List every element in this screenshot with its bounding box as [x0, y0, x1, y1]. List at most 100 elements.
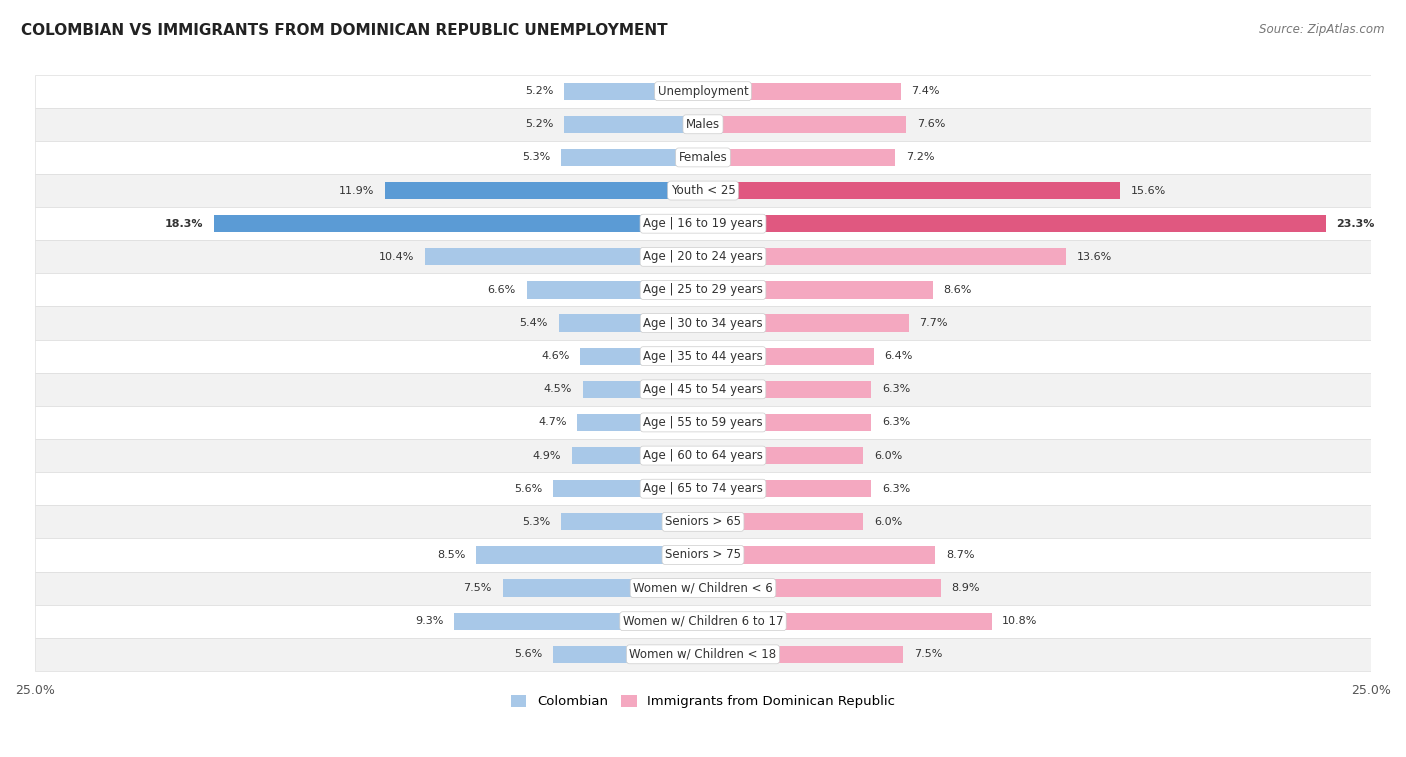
- Text: 18.3%: 18.3%: [165, 219, 204, 229]
- Bar: [703, 149, 896, 166]
- Text: 6.3%: 6.3%: [882, 417, 910, 428]
- Text: Women w/ Children < 6: Women w/ Children < 6: [633, 581, 773, 594]
- Bar: [703, 646, 904, 663]
- Text: 7.2%: 7.2%: [905, 152, 935, 163]
- Bar: [527, 282, 703, 298]
- Bar: [561, 513, 703, 531]
- Text: 5.2%: 5.2%: [524, 86, 554, 96]
- Text: 4.7%: 4.7%: [538, 417, 567, 428]
- Bar: [703, 612, 991, 630]
- Text: Women w/ Children 6 to 17: Women w/ Children 6 to 17: [623, 615, 783, 628]
- Bar: [35, 307, 1371, 340]
- Text: 7.5%: 7.5%: [464, 583, 492, 593]
- Bar: [554, 646, 703, 663]
- Bar: [703, 447, 863, 464]
- Text: 5.6%: 5.6%: [515, 650, 543, 659]
- Text: 11.9%: 11.9%: [339, 185, 374, 195]
- Text: 5.4%: 5.4%: [520, 318, 548, 328]
- Text: 7.6%: 7.6%: [917, 120, 945, 129]
- Bar: [35, 472, 1371, 505]
- Text: 5.3%: 5.3%: [523, 152, 551, 163]
- Bar: [214, 215, 703, 232]
- Bar: [35, 340, 1371, 372]
- Text: Age | 65 to 74 years: Age | 65 to 74 years: [643, 482, 763, 495]
- Text: Age | 45 to 54 years: Age | 45 to 54 years: [643, 383, 763, 396]
- Text: 8.5%: 8.5%: [437, 550, 465, 560]
- Bar: [703, 248, 1066, 266]
- Bar: [582, 381, 703, 398]
- Bar: [703, 414, 872, 431]
- Bar: [35, 406, 1371, 439]
- Bar: [703, 579, 941, 597]
- Text: 8.7%: 8.7%: [946, 550, 974, 560]
- Text: Age | 60 to 64 years: Age | 60 to 64 years: [643, 449, 763, 462]
- Bar: [554, 480, 703, 497]
- Bar: [385, 182, 703, 199]
- Bar: [35, 273, 1371, 307]
- Bar: [35, 505, 1371, 538]
- Bar: [561, 149, 703, 166]
- Legend: Colombian, Immigrants from Dominican Republic: Colombian, Immigrants from Dominican Rep…: [505, 690, 901, 714]
- Text: Age | 16 to 19 years: Age | 16 to 19 years: [643, 217, 763, 230]
- Text: Seniors > 65: Seniors > 65: [665, 516, 741, 528]
- Text: 4.6%: 4.6%: [541, 351, 569, 361]
- Bar: [703, 314, 908, 332]
- Bar: [703, 513, 863, 531]
- Text: 6.3%: 6.3%: [882, 385, 910, 394]
- Text: 5.2%: 5.2%: [524, 120, 554, 129]
- Bar: [502, 579, 703, 597]
- Text: COLOMBIAN VS IMMIGRANTS FROM DOMINICAN REPUBLIC UNEMPLOYMENT: COLOMBIAN VS IMMIGRANTS FROM DOMINICAN R…: [21, 23, 668, 38]
- Bar: [703, 116, 905, 133]
- Text: 7.7%: 7.7%: [920, 318, 948, 328]
- Text: 15.6%: 15.6%: [1130, 185, 1166, 195]
- Text: 6.3%: 6.3%: [882, 484, 910, 494]
- Text: Source: ZipAtlas.com: Source: ZipAtlas.com: [1260, 23, 1385, 36]
- Text: Age | 20 to 24 years: Age | 20 to 24 years: [643, 251, 763, 263]
- Bar: [564, 116, 703, 133]
- Bar: [558, 314, 703, 332]
- Bar: [703, 547, 935, 563]
- Text: 7.4%: 7.4%: [911, 86, 941, 96]
- Bar: [703, 182, 1119, 199]
- Text: 8.9%: 8.9%: [952, 583, 980, 593]
- Text: 10.4%: 10.4%: [380, 252, 415, 262]
- Text: Age | 30 to 34 years: Age | 30 to 34 years: [643, 316, 763, 329]
- Bar: [35, 538, 1371, 572]
- Text: 7.5%: 7.5%: [914, 650, 942, 659]
- Bar: [35, 141, 1371, 174]
- Bar: [425, 248, 703, 266]
- Bar: [578, 414, 703, 431]
- Bar: [35, 174, 1371, 207]
- Bar: [35, 372, 1371, 406]
- Text: 5.3%: 5.3%: [523, 517, 551, 527]
- Bar: [703, 282, 932, 298]
- Text: 5.6%: 5.6%: [515, 484, 543, 494]
- Text: Males: Males: [686, 118, 720, 131]
- Bar: [35, 240, 1371, 273]
- Text: 8.6%: 8.6%: [943, 285, 972, 295]
- Bar: [35, 572, 1371, 605]
- Bar: [35, 75, 1371, 107]
- Text: Women w/ Children < 18: Women w/ Children < 18: [630, 648, 776, 661]
- Text: 4.9%: 4.9%: [533, 450, 561, 460]
- Text: 6.4%: 6.4%: [884, 351, 912, 361]
- Bar: [475, 547, 703, 563]
- Text: 23.3%: 23.3%: [1336, 219, 1375, 229]
- Bar: [581, 347, 703, 365]
- Text: 9.3%: 9.3%: [415, 616, 444, 626]
- Bar: [35, 605, 1371, 637]
- Bar: [35, 637, 1371, 671]
- Bar: [35, 439, 1371, 472]
- Text: 6.0%: 6.0%: [875, 450, 903, 460]
- Bar: [703, 381, 872, 398]
- Bar: [703, 215, 1326, 232]
- Text: Age | 25 to 29 years: Age | 25 to 29 years: [643, 283, 763, 297]
- Text: Females: Females: [679, 151, 727, 164]
- Text: 6.6%: 6.6%: [488, 285, 516, 295]
- Bar: [35, 107, 1371, 141]
- Text: 6.0%: 6.0%: [875, 517, 903, 527]
- Bar: [572, 447, 703, 464]
- Text: Seniors > 75: Seniors > 75: [665, 549, 741, 562]
- Text: Age | 55 to 59 years: Age | 55 to 59 years: [643, 416, 763, 429]
- Text: Unemployment: Unemployment: [658, 85, 748, 98]
